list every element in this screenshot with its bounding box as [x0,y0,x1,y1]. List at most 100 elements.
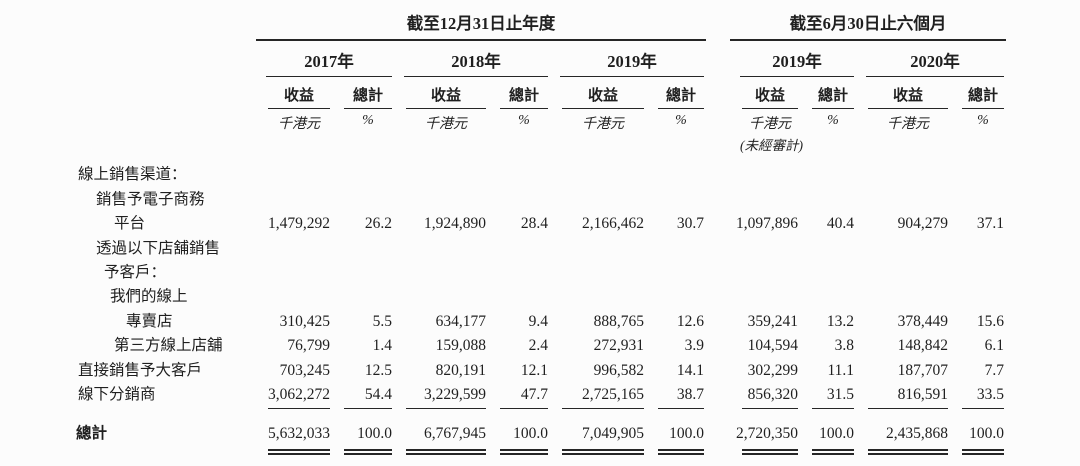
total-value-cell: 100.0 [357,424,392,442]
column-gap [706,445,730,456]
single-rule [344,407,392,409]
column-gap [706,109,730,154]
double-rule [344,448,392,456]
value-cell: 3,062,272 [268,385,330,403]
total-value-cell: 100.0 [513,424,548,442]
column-header-revenue: 收益 [730,77,800,109]
value-cell: 38.7 [676,385,704,403]
column-gap [706,41,730,77]
value-cell: 888,765 [593,312,644,330]
rule-cell [800,405,856,412]
column-header-revenue: 收益 [550,77,646,109]
rule-cell [488,445,550,456]
row-label: 透過以下店舖銷售 [96,239,221,257]
value-cell: 3,229,599 [424,385,486,403]
value-cell: 856,320 [747,385,798,403]
rule-cell [950,405,1006,412]
row-total: 總計 5,632,033 100.0 6,767,945 100.0 7,049… [76,412,1006,445]
row-label: 予客戶： [104,263,167,281]
value-cell: 15.6 [976,312,1004,330]
rule-cell [550,445,646,456]
value-cell: 47.7 [520,385,548,403]
column-gap [706,405,730,412]
year-header-2019: 2019年 [550,41,706,77]
year-header-2017: 2017年 [256,41,394,77]
grand-total-rule-row [76,445,1006,456]
total-value-cell: 6,767,945 [424,424,486,442]
year-header-2019-interim: 2019年 [730,41,856,77]
double-rule [562,448,644,456]
single-rule [658,407,704,409]
value-cell: 2,725,165 [582,385,644,403]
value-cell: 148,842 [897,337,948,355]
value-cell: 9.4 [528,312,548,330]
column-header-total: 總計 [800,77,856,109]
rule-cell [646,405,706,412]
value-cell: 2.4 [528,337,548,355]
value-cell: 359,241 [747,312,798,330]
row-our-online: 我們的線上 [76,283,1006,307]
column-gap [706,381,730,405]
value-cell: 104,594 [747,337,798,355]
double-rule [268,448,330,456]
single-rule [868,407,948,409]
value-cell: 26.2 [364,215,392,233]
unaudited-note: (未經審計) [740,138,803,153]
column-header-revenue: 收益 [256,77,332,109]
column-gap [706,332,730,356]
rule-cell [332,445,394,456]
row-label: 平台 [114,215,146,233]
column-gap [706,10,730,41]
value-cell: 30.7 [676,215,704,233]
value-cell: 12.1 [520,361,548,379]
single-rule [406,407,486,409]
value-cell: 13.2 [826,312,854,330]
single-rule [562,407,644,409]
empty-cell [76,445,256,456]
column-gap [706,356,730,380]
row-label: 專賣店 [126,312,173,330]
rule-cell [730,405,800,412]
double-rule [658,448,704,456]
corner-cell [76,41,256,77]
total-value-cell: 100.0 [669,424,704,442]
column-header-revenue: 收益 [856,77,950,109]
value-cell: 6.1 [984,337,1004,355]
row-label: 我們的線上 [110,288,188,306]
double-rule [742,448,798,456]
rule-cell [256,405,332,412]
value-cell: 54.4 [364,385,392,403]
corner-cell [76,109,256,154]
rule-cell [394,405,488,412]
single-rule [962,407,1004,409]
single-rule [500,407,548,409]
unit-cell: % [362,113,374,128]
row-to-customers: 予客戶： [76,259,1006,283]
corner-cell [76,10,256,41]
total-value-cell: 2,720,350 [736,424,798,442]
total-value-cell: 100.0 [819,424,854,442]
empty-cells [256,283,1006,307]
row-label: 直接銷售予大客戶 [78,361,203,379]
empty-cells [256,185,1006,209]
unit-row: 千港元 % 千港元 % 千港元 % 千港元 (未經審計) % 千港元 % [76,109,1006,154]
rule-cell [332,405,394,412]
row-platforms: 平台 1,479,292 26.2 1,924,890 28.4 2,166,4… [76,210,1006,234]
period-group-row: 截至12月31日止年度 截至6月30日止六個月 [76,10,1006,41]
value-cell: 996,582 [593,361,644,379]
unit-cell: 千港元 [425,117,467,132]
rule-cell [950,445,1006,456]
year-header-2018: 2018年 [394,41,550,77]
value-cell: 1.4 [372,337,392,355]
document-page: 截至12月31日止年度 截至6月30日止六個月 2017年 2018年 2019… [76,10,1006,456]
value-cell: 302,299 [747,361,798,379]
row-label: 線上銷售渠道： [78,166,187,184]
total-value-cell: 7,049,905 [582,424,644,442]
period-group-annual: 截至12月31日止年度 [256,10,706,41]
column-header-total: 總計 [332,77,394,109]
rule-cell [488,405,550,412]
double-rule [962,448,1004,456]
total-value-cell: 2,435,868 [886,424,948,442]
value-cell: 37.1 [976,215,1004,233]
rule-cell [550,405,646,412]
